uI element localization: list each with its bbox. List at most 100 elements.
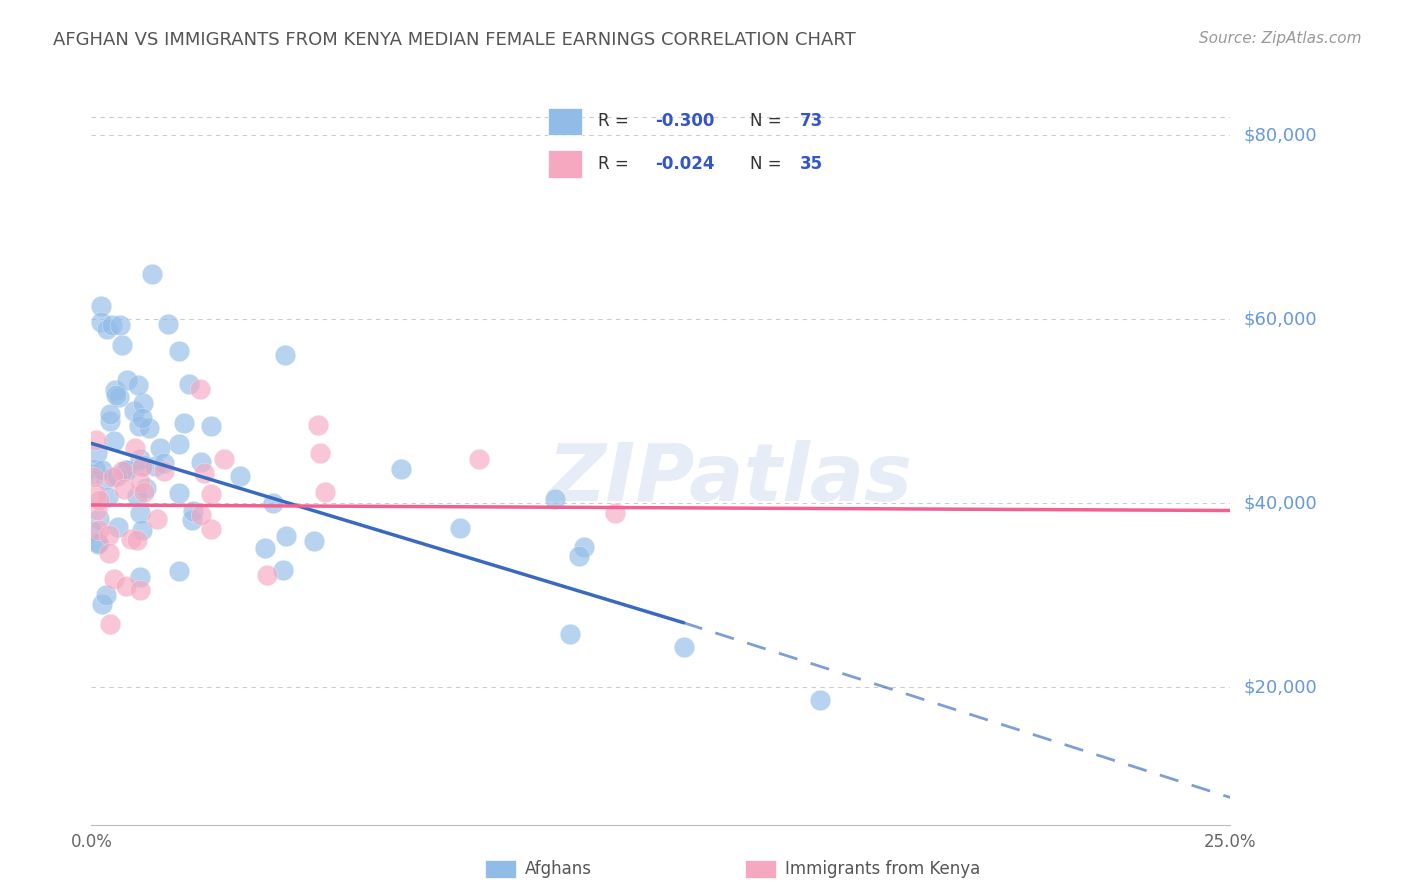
Point <box>115 579 138 593</box>
Point <box>307 417 329 432</box>
Point <box>193 467 215 481</box>
Point <box>273 348 295 362</box>
Text: $60,000: $60,000 <box>1244 310 1317 328</box>
Point <box>97 490 120 504</box>
Point <box>128 570 150 584</box>
Point <box>177 377 200 392</box>
Point <box>271 562 294 576</box>
Point <box>129 582 152 597</box>
Point <box>104 383 127 397</box>
Point <box>183 504 205 518</box>
Point <box>87 536 110 550</box>
Point <box>132 458 155 472</box>
Point <box>87 523 110 537</box>
Point <box>389 462 412 476</box>
Point <box>167 564 190 578</box>
Point <box>146 512 169 526</box>
Point <box>141 267 163 281</box>
Point <box>156 317 179 331</box>
Point <box>86 502 108 516</box>
Point <box>125 489 148 503</box>
Point <box>91 597 114 611</box>
Point <box>449 521 471 535</box>
Point <box>87 493 110 508</box>
Point <box>98 616 121 631</box>
Point <box>105 468 128 483</box>
Point <box>274 529 297 543</box>
Point <box>100 318 122 332</box>
Text: $20,000: $20,000 <box>1244 678 1317 696</box>
Point <box>124 441 146 455</box>
Point <box>173 417 195 431</box>
Point <box>124 403 146 417</box>
Point <box>82 467 104 482</box>
Point <box>131 459 153 474</box>
Point <box>125 533 148 547</box>
Point <box>181 513 204 527</box>
Point <box>104 388 127 402</box>
Point <box>253 541 276 555</box>
Point <box>153 464 176 478</box>
Point <box>605 506 627 520</box>
Point <box>115 373 138 387</box>
Text: $80,000: $80,000 <box>1244 126 1317 145</box>
Text: AFGHAN VS IMMIGRANTS FROM KENYA MEDIAN FEMALE EARNINGS CORRELATION CHART: AFGHAN VS IMMIGRANTS FROM KENYA MEDIAN F… <box>53 31 856 49</box>
Point <box>128 419 150 434</box>
Point <box>128 506 150 520</box>
Point <box>98 414 121 428</box>
Point <box>302 533 325 548</box>
Point <box>167 486 190 500</box>
Point <box>83 469 105 483</box>
Point <box>214 451 236 466</box>
Point <box>103 434 125 448</box>
Point <box>90 299 112 313</box>
Point <box>84 433 107 447</box>
Point <box>98 408 121 422</box>
Point <box>101 470 124 484</box>
Point <box>111 338 134 352</box>
Text: Afghans: Afghans <box>524 860 592 878</box>
Point <box>167 437 190 451</box>
Point <box>200 522 222 536</box>
Point <box>568 549 591 563</box>
Point <box>190 508 212 522</box>
Point <box>262 496 284 510</box>
Point <box>82 524 104 538</box>
Point <box>91 463 114 477</box>
Point <box>190 455 212 469</box>
Point <box>467 451 489 466</box>
Point <box>120 532 142 546</box>
Point <box>314 485 336 500</box>
Point <box>127 378 149 392</box>
Point <box>572 540 595 554</box>
Point <box>98 546 121 560</box>
Point <box>135 481 157 495</box>
Point <box>86 487 108 501</box>
Point <box>87 537 110 551</box>
Point <box>112 483 135 497</box>
Point <box>110 318 132 333</box>
Point <box>115 462 138 476</box>
Point <box>131 523 153 537</box>
Point <box>84 462 107 476</box>
Point <box>107 390 129 404</box>
Point <box>128 475 150 489</box>
Text: Source: ZipAtlas.com: Source: ZipAtlas.com <box>1198 31 1361 46</box>
Point <box>94 588 117 602</box>
Text: Immigrants from Kenya: Immigrants from Kenya <box>785 860 980 878</box>
Point <box>256 567 278 582</box>
Point <box>111 464 134 478</box>
Point <box>87 512 110 526</box>
Point <box>132 395 155 409</box>
Point <box>672 640 695 654</box>
Point <box>90 315 112 329</box>
Point <box>200 486 222 500</box>
Point <box>309 446 332 460</box>
Point <box>114 463 136 477</box>
Text: $40,000: $40,000 <box>1244 494 1317 512</box>
Point <box>543 492 565 507</box>
Point <box>153 456 176 470</box>
Point <box>103 572 125 586</box>
Point <box>94 472 117 486</box>
Point <box>149 442 172 456</box>
